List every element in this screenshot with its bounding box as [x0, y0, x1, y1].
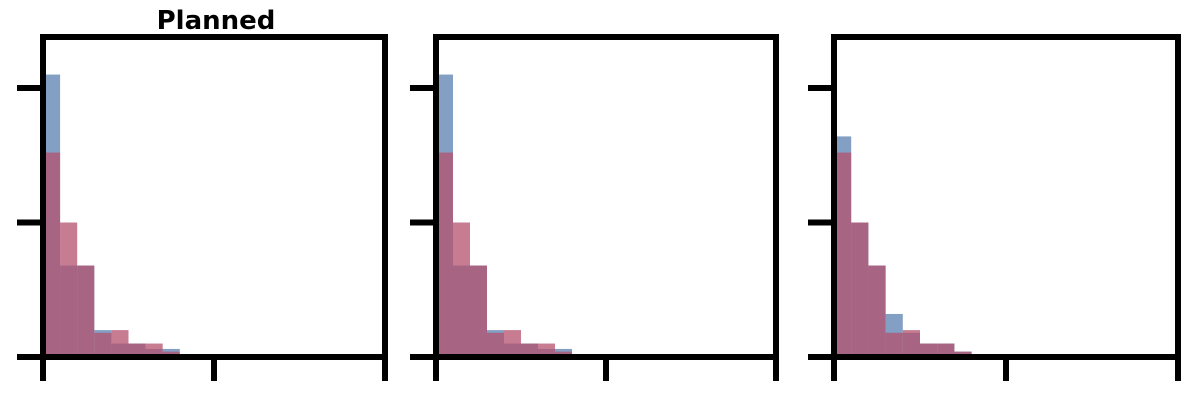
histogram-bar	[77, 266, 94, 357]
histogram-bar	[886, 333, 903, 357]
histogram-bar	[470, 266, 487, 357]
histogram-bar	[94, 333, 111, 357]
chart-panel-1: Planned	[17, 6, 385, 381]
histogram-bar	[851, 223, 868, 358]
chart-panel-2	[410, 37, 776, 381]
chart-title: Planned	[157, 6, 276, 36]
plot-frame	[43, 37, 385, 357]
histogram-bar	[487, 333, 504, 357]
histogram-bar	[868, 266, 885, 357]
histogram-bar	[111, 330, 128, 357]
histogram-bar	[60, 223, 77, 358]
histogram-bar	[453, 223, 470, 358]
histogram-bar	[903, 330, 920, 357]
chart-panel-3	[808, 37, 1178, 381]
histogram-bar	[504, 330, 521, 357]
